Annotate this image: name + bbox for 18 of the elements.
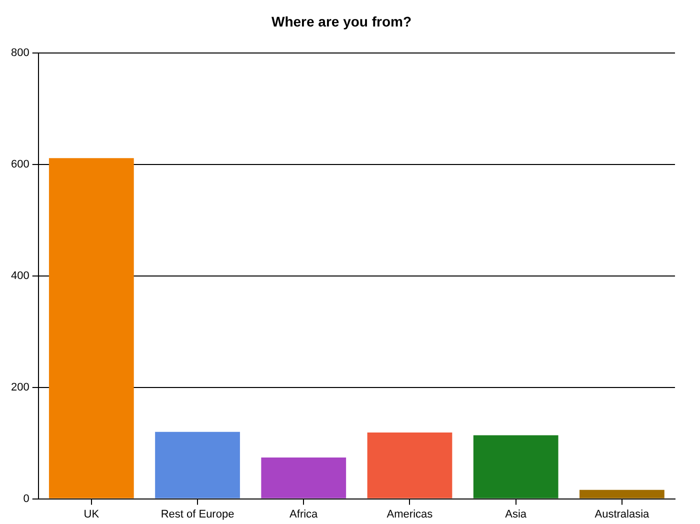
bar [155, 432, 240, 498]
x-tick-label: Asia [505, 508, 528, 520]
x-tick-label: Africa [290, 508, 319, 520]
y-tick-label: 600 [10, 158, 30, 170]
y-tick-label: 400 [10, 270, 30, 282]
y-tick-label: 200 [10, 381, 30, 394]
x-tick-label: Australasia [594, 508, 650, 520]
x-tick-label: UK [84, 508, 100, 520]
x-tick-label: Rest of Europe [160, 508, 234, 520]
y-tick-label: 0 [23, 492, 30, 505]
bar [473, 435, 558, 498]
bar [367, 432, 452, 498]
chart-title: Where are you from? [271, 13, 412, 30]
y-tick-label: 800 [10, 46, 30, 59]
bar [261, 458, 346, 498]
x-tick-label: Americas [386, 508, 434, 520]
bar [48, 158, 134, 498]
bar [580, 490, 664, 498]
